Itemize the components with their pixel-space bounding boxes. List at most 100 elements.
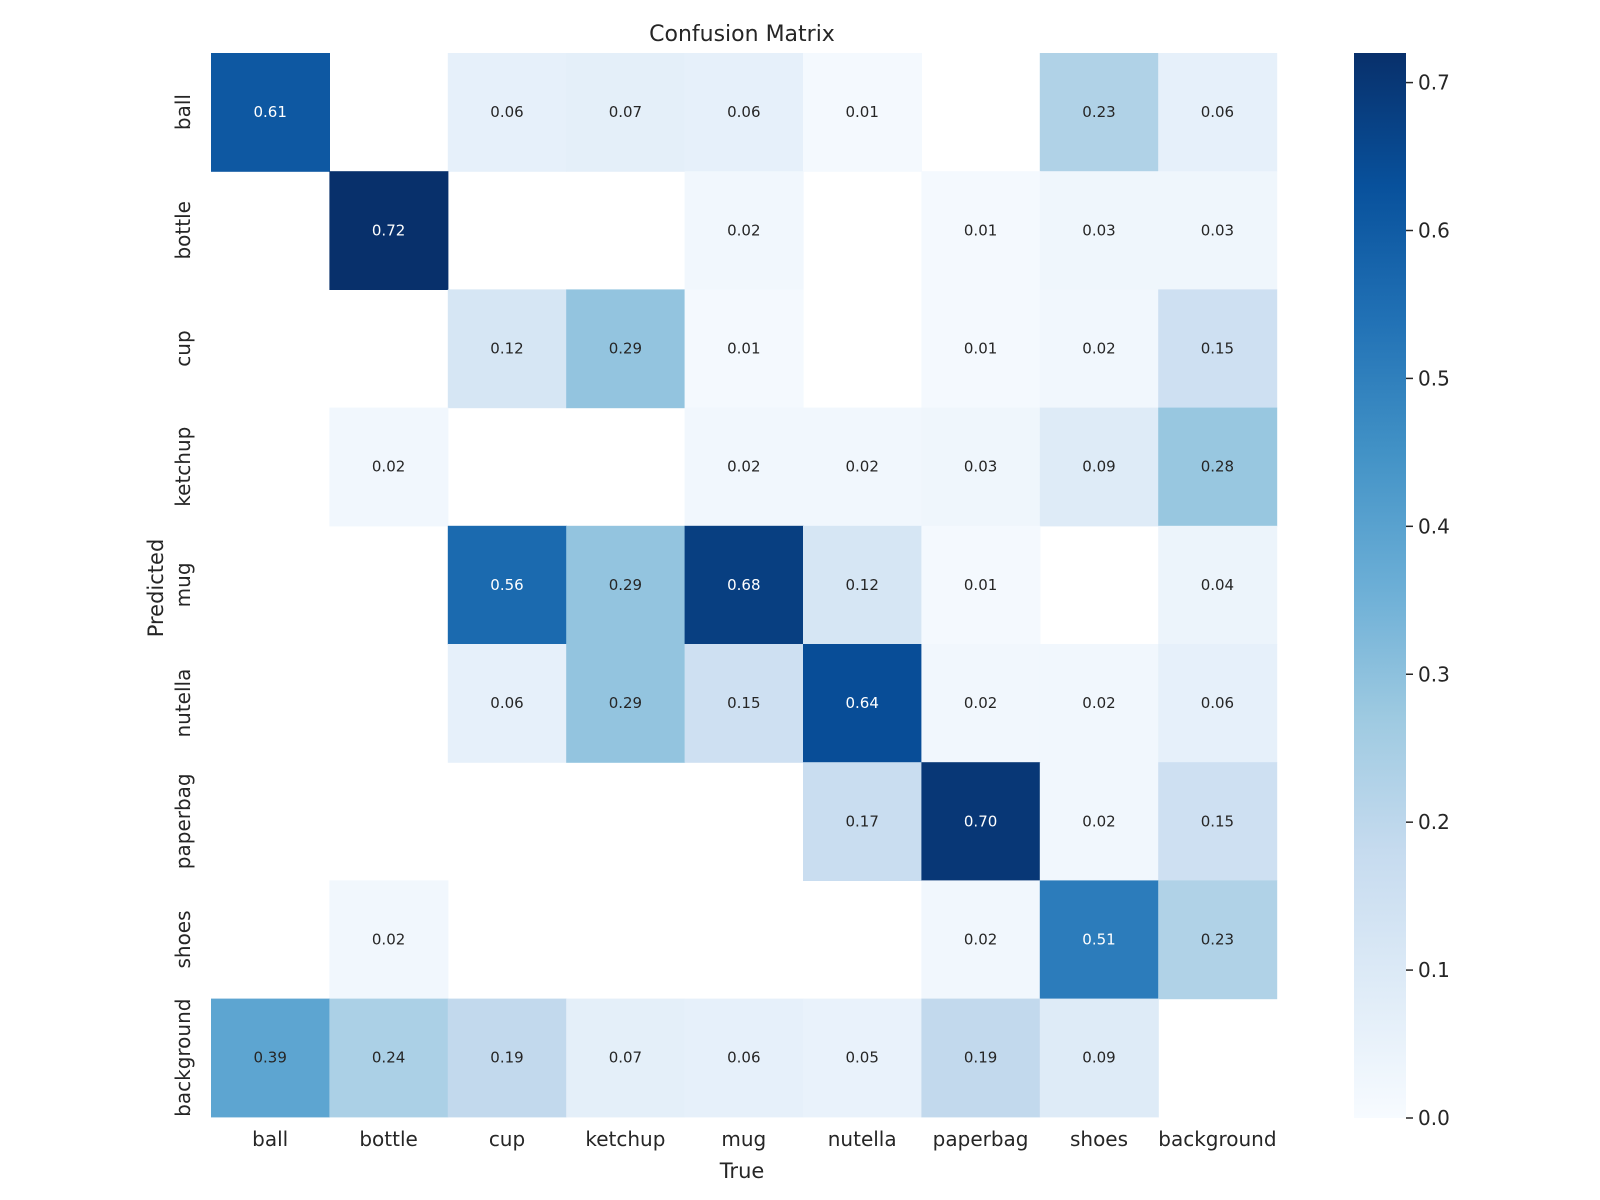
cell-value-label: 0.29 (609, 576, 642, 594)
cell-value-label: 0.02 (727, 221, 760, 239)
heatmap-cell (803, 525, 922, 645)
colorbar-tick-label: 0.0 (1418, 1106, 1450, 1130)
cell-value-label: 0.01 (964, 221, 997, 239)
heatmap-cell (803, 407, 922, 527)
colorbar-ticks: 0.0 0.1 0.2 0.3 0.4 0.5 0.6 0.7 (1406, 71, 1450, 1130)
cell-value-label: 0.29 (609, 694, 642, 712)
cell-value-label: 0.02 (964, 931, 997, 949)
colorbar-tick-label: 0.7 (1418, 71, 1450, 95)
heatmap-cell (1039, 880, 1159, 1000)
cell-value-label: 0.02 (1082, 694, 1115, 712)
y-tick-label: cup (171, 330, 195, 366)
cell-value-label: 0.06 (1201, 694, 1234, 712)
heatmap-cells (211, 53, 1278, 1118)
cell-value-label: 0.23 (1201, 931, 1234, 949)
heatmap-cell (329, 998, 449, 1118)
heatmap-cell (684, 525, 804, 645)
heatmap-cell (1158, 289, 1278, 409)
heatmap-cell (566, 53, 686, 172)
y-tick-label: mug (171, 562, 195, 607)
cell-value-label: 0.02 (372, 458, 405, 476)
cell-value-label: 0.06 (490, 694, 523, 712)
heatmap-cell (921, 644, 1041, 763)
heatmap-cell (803, 53, 922, 172)
cell-value-label: 0.02 (964, 694, 997, 712)
heatmap-cell (329, 407, 449, 527)
heatmap-cell (1039, 762, 1159, 881)
heatmap-cell (329, 880, 449, 1000)
heatmap-cell (1158, 880, 1278, 1000)
heatmap-cell (1039, 171, 1159, 290)
heatmap-cell (447, 53, 567, 172)
cell-value-label: 0.15 (727, 694, 760, 712)
chart-title: Confusion Matrix (649, 22, 835, 47)
heatmap-cell (1158, 53, 1278, 172)
x-tick-label: paperbag (933, 1127, 1029, 1151)
cell-value-label: 0.07 (609, 103, 642, 121)
heatmap-cell (566, 644, 686, 763)
cell-value-label: 0.01 (845, 103, 878, 121)
heatmap-cell (566, 998, 686, 1118)
cell-value-label: 0.02 (1082, 812, 1115, 830)
y-tick-label: paperbag (171, 773, 195, 869)
y-axis-tick-labels: ball bottle cup ketchup mug nutella paperbag sh… (171, 94, 195, 1117)
cell-value-label: 0.03 (1082, 221, 1115, 239)
heatmap-cell (921, 762, 1041, 881)
colorbar-tick-label: 0.6 (1418, 219, 1450, 243)
y-tick-label: shoes (171, 910, 195, 968)
cell-value-label: 0.09 (1082, 1049, 1115, 1067)
heatmap-cell (921, 998, 1041, 1118)
heatmap-cell (447, 998, 567, 1118)
x-tick-label: ball (252, 1127, 288, 1151)
cell-value-label: 0.70 (964, 812, 997, 830)
heatmap-cell (921, 880, 1041, 1000)
heatmap-cell (803, 762, 922, 881)
cell-value-label: 0.06 (727, 103, 760, 121)
x-tick-label: nutella (828, 1127, 897, 1151)
cell-value-label: 0.05 (845, 1049, 878, 1067)
cell-value-label: 0.15 (1201, 340, 1234, 358)
colorbar-tick-label: 0.1 (1418, 958, 1450, 982)
cell-value-label: 0.61 (253, 103, 286, 121)
cell-value-label: 0.09 (1082, 458, 1115, 476)
y-tick-label: nutella (171, 669, 195, 738)
cell-value-label: 0.03 (1201, 221, 1234, 239)
x-tick-label: ketchup (585, 1127, 665, 1151)
heatmap-cell (684, 289, 804, 409)
heatmap-cell (1158, 407, 1278, 527)
heatmap-cell (1158, 171, 1278, 290)
cell-value-label: 0.56 (490, 576, 523, 594)
cell-value-label: 0.19 (964, 1049, 997, 1067)
cell-value-label: 0.06 (1201, 103, 1234, 121)
colorbar-tick-label: 0.5 (1418, 366, 1450, 390)
heatmap-cell (1158, 644, 1278, 763)
cell-value-label: 0.02 (845, 458, 878, 476)
colorbar (1354, 53, 1406, 1118)
heatmap-cell (921, 171, 1041, 290)
heatmap-cell (803, 998, 922, 1118)
cell-value-label: 0.51 (1082, 931, 1115, 949)
x-tick-label: background (1158, 1127, 1276, 1151)
cell-value-label: 0.02 (372, 931, 405, 949)
cell-value-label: 0.01 (964, 340, 997, 358)
cell-value-label: 0.06 (490, 103, 523, 121)
cell-value-label: 0.12 (490, 340, 523, 358)
heatmap-cell-labels: 0.61 0.06 0.07 0.06 0.01 0.23 0.06 0.72 0.02 0.01… (253, 103, 1234, 1067)
heatmap-cell (921, 525, 1041, 645)
heatmap-cell (566, 525, 686, 645)
colorbar-tick-label: 0.4 (1418, 514, 1450, 538)
heatmap-cell (1039, 289, 1159, 409)
cell-value-label: 0.19 (490, 1049, 523, 1067)
y-tick-label: ball (171, 94, 195, 130)
heatmap-cell (447, 525, 567, 645)
heatmap-cell (921, 289, 1041, 409)
heatmap-cell (447, 644, 567, 763)
x-tick-label: cup (489, 1127, 525, 1151)
x-tick-label: shoes (1070, 1127, 1128, 1151)
cell-value-label: 0.24 (372, 1049, 405, 1067)
y-axis-label: Predicted (144, 539, 168, 638)
y-tick-label: background (171, 999, 195, 1117)
heatmap-cell (684, 644, 804, 763)
heatmap-cell (1158, 525, 1278, 645)
cell-value-label: 0.15 (1201, 812, 1234, 830)
